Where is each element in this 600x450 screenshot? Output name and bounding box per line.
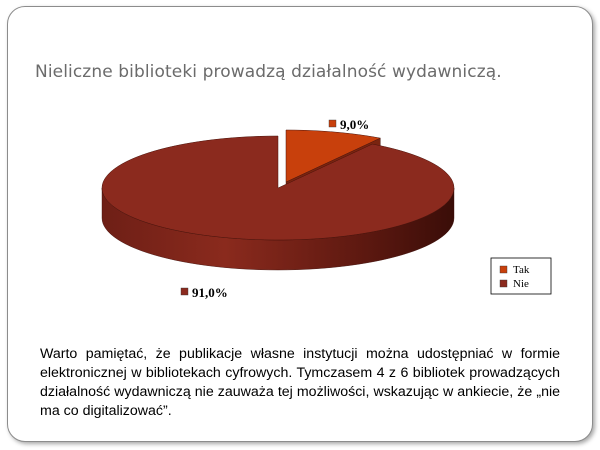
body-paragraph: Warto pamiętać, że publikacje własne ins… — [40, 346, 560, 419]
slide-title: Nieliczne biblioteki prowadzą działalnoś… — [35, 62, 502, 82]
data-label-marker-tak — [328, 119, 337, 128]
data-label-nie: 91,0% — [192, 285, 228, 300]
legend-label-nie: Nie — [513, 278, 529, 290]
chart-legend: Tak Nie — [490, 257, 552, 295]
legend-box — [490, 257, 552, 295]
data-label-tak: 9,0% — [340, 117, 369, 132]
legend-swatch-tak — [499, 265, 508, 274]
data-label-marker-nie — [180, 287, 189, 296]
pie-slice-tak — [285, 129, 382, 183]
legend-swatch-nie — [499, 279, 508, 288]
pie-slice-nie — [101, 135, 455, 241]
legend-label-tak: Tak — [513, 264, 530, 276]
